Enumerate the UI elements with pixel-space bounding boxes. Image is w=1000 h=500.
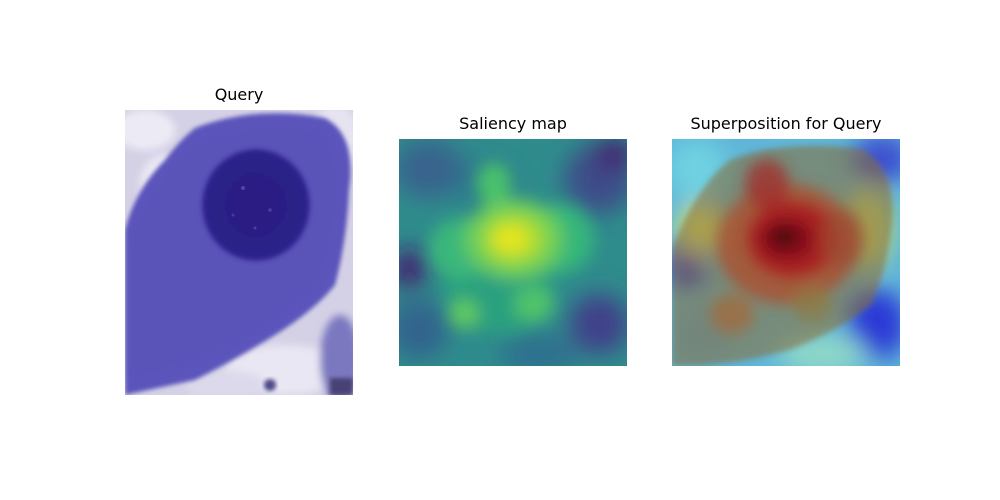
saliency-heatmap bbox=[399, 139, 627, 366]
query-title: Query bbox=[214, 85, 264, 104]
superposition-overlay bbox=[672, 139, 900, 366]
superposition-title: Superposition for Query bbox=[690, 114, 882, 133]
query-cell-image bbox=[125, 110, 353, 395]
saliency-title: Saliency map bbox=[459, 114, 567, 133]
